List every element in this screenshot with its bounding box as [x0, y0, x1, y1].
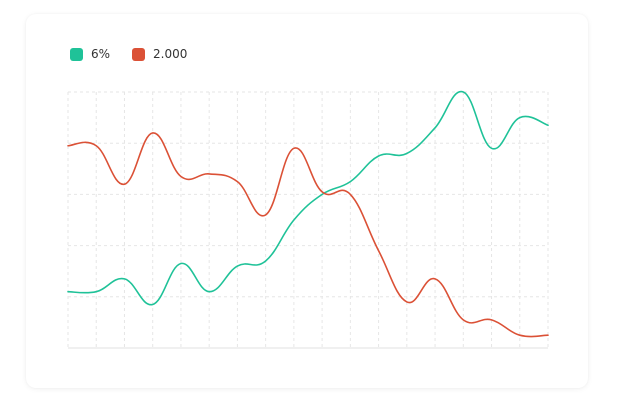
series-line-1[interactable] [67, 91, 549, 306]
grid [67, 91, 549, 349]
legend: 6% 2.000 [70, 47, 209, 61]
legend-item-series-1[interactable]: 6% [70, 47, 110, 61]
legend-label-series-1: 6% [91, 47, 111, 61]
legend-item-series-2[interactable]: 2.000 [132, 47, 187, 61]
legend-swatch-series-2 [132, 47, 146, 61]
chart-card: 6% 2.000 [26, 14, 588, 388]
series-line-2[interactable] [67, 132, 549, 338]
series-lines [67, 91, 549, 338]
legend-label-series-2: 2.000 [153, 47, 188, 61]
line-chart [67, 91, 549, 349]
legend-swatch-series-1 [70, 47, 83, 61]
